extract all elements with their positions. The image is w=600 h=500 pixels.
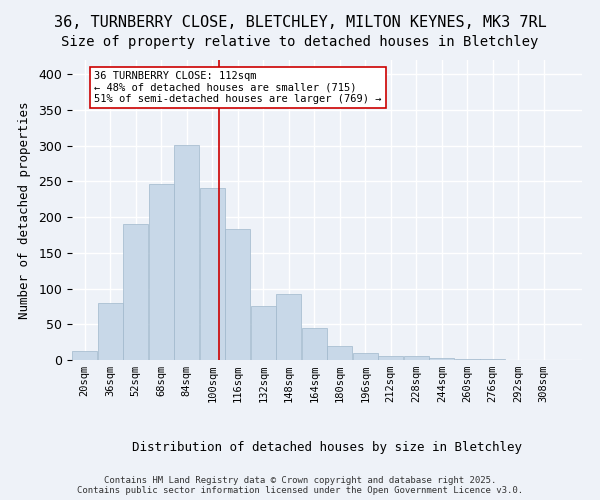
Bar <box>226 230 250 360</box>
Text: Size of property relative to detached houses in Bletchley: Size of property relative to detached ho… <box>61 35 539 49</box>
Bar <box>277 294 301 360</box>
Bar <box>98 303 122 360</box>
Bar <box>379 356 403 360</box>
Bar <box>175 145 199 360</box>
Bar <box>430 358 454 360</box>
X-axis label: Distribution of detached houses by size in Bletchley: Distribution of detached houses by size … <box>132 441 522 454</box>
Bar <box>404 356 428 360</box>
Y-axis label: Number of detached properties: Number of detached properties <box>19 101 31 319</box>
Text: 36, TURNBERRY CLOSE, BLETCHLEY, MILTON KEYNES, MK3 7RL: 36, TURNBERRY CLOSE, BLETCHLEY, MILTON K… <box>53 15 547 30</box>
Text: Contains HM Land Registry data © Crown copyright and database right 2025.
Contai: Contains HM Land Registry data © Crown c… <box>77 476 523 495</box>
Bar <box>73 352 97 360</box>
Bar <box>251 306 275 360</box>
Bar <box>328 346 352 360</box>
Bar <box>149 184 173 360</box>
Text: 36 TURNBERRY CLOSE: 112sqm
← 48% of detached houses are smaller (715)
51% of sem: 36 TURNBERRY CLOSE: 112sqm ← 48% of deta… <box>94 70 382 104</box>
Bar <box>302 328 326 360</box>
Bar <box>353 353 377 360</box>
Bar <box>124 224 148 360</box>
Bar <box>200 188 224 360</box>
